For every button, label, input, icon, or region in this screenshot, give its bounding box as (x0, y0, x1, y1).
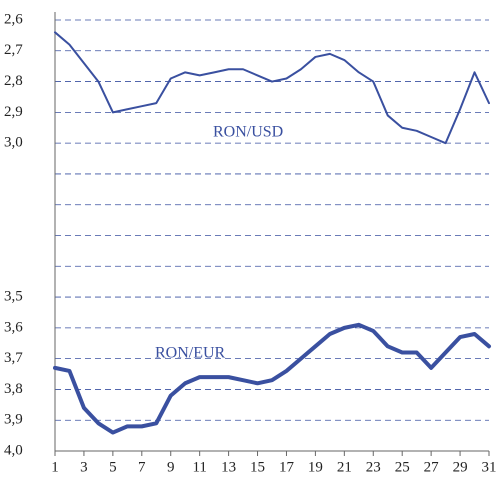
y-tick-label: 3,0 (4, 135, 23, 151)
x-tick-label: 15 (250, 459, 265, 475)
x-tick-label: 17 (279, 459, 295, 475)
x-tick-label: 11 (192, 459, 206, 475)
y-tick-label: 2,8 (4, 73, 23, 89)
x-tick-label: 29 (453, 459, 468, 475)
y-tick-label: 2,7 (4, 42, 23, 58)
x-tick-label: 19 (308, 459, 323, 475)
x-tick-label: 13 (221, 459, 236, 475)
y-tick-label: 2,9 (4, 104, 23, 120)
x-tick-label: 3 (80, 459, 88, 475)
y-tick-label: 3,7 (4, 350, 23, 366)
x-tick-label: 21 (337, 459, 352, 475)
x-tick-label: 31 (482, 459, 497, 475)
y-tick-label: 3,6 (4, 319, 23, 335)
line-series (53, 322, 491, 435)
line-series (54, 31, 490, 145)
y-tick-label: 3,9 (4, 412, 23, 428)
x-tick-label: 1 (51, 459, 59, 475)
y-tick-label: 4,0 (4, 442, 23, 458)
series-annotation: RON/EUR (155, 345, 226, 362)
x-tick-label: 9 (167, 459, 175, 475)
x-tick-label: 7 (138, 459, 146, 475)
y-tick-label: 2,6 (4, 11, 23, 27)
y-tick-label: 3,8 (4, 381, 23, 397)
series-annotation: RON/USD (213, 124, 283, 141)
x-tick-label: 5 (109, 459, 117, 475)
y-tick-label: 3,5 (4, 289, 23, 305)
x-tick-label: 25 (395, 459, 410, 475)
x-tick-label: 27 (424, 459, 440, 475)
x-tick-label: 23 (366, 459, 381, 475)
